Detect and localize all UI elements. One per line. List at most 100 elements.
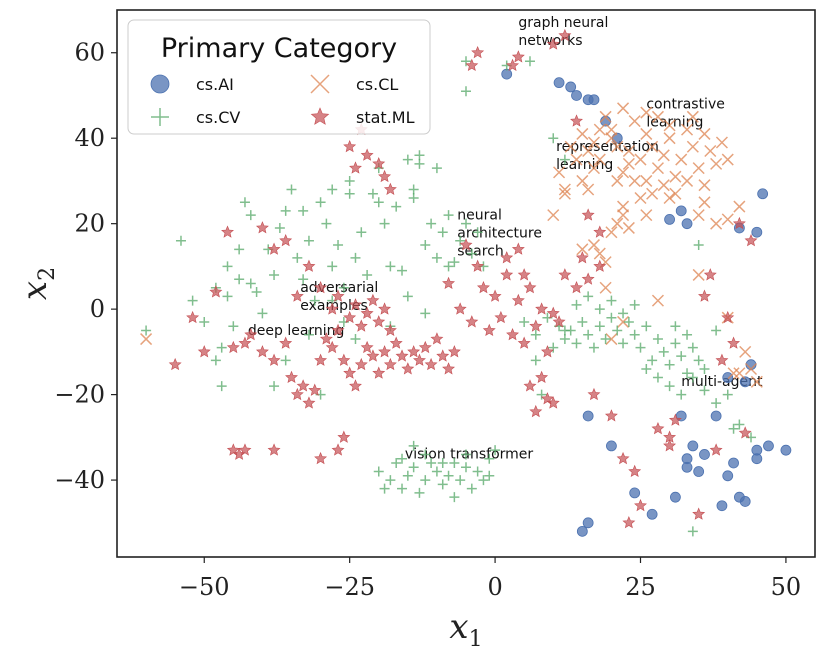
data-point (354, 357, 368, 371)
data-point (302, 396, 316, 409)
data-point (535, 302, 549, 315)
data-point (641, 363, 652, 374)
data-point (703, 268, 717, 281)
y-axis-label: x2 (15, 267, 60, 300)
data-point (372, 315, 386, 328)
data-point (461, 56, 471, 67)
data-point (575, 251, 589, 264)
data-point (337, 353, 351, 366)
data-point (733, 367, 746, 380)
legend-title: Primary Category (161, 33, 397, 64)
data-point (582, 517, 594, 529)
data-point (663, 119, 676, 132)
data-point (635, 342, 646, 353)
data-point (360, 306, 374, 319)
data-point (634, 498, 647, 512)
data-point (599, 110, 612, 123)
data-point (611, 140, 624, 153)
annotation-label: contrastive learning (646, 96, 725, 130)
data-point (175, 235, 186, 246)
data-point (739, 376, 751, 388)
data-point (570, 280, 583, 294)
data-point (309, 295, 320, 306)
data-point (732, 216, 746, 230)
data-point (455, 235, 466, 246)
data-point (606, 312, 617, 323)
legend-box (127, 19, 431, 135)
data-point (640, 106, 653, 119)
data-point (536, 389, 547, 400)
data-point (471, 45, 485, 59)
x-tick-label: −25 (324, 573, 375, 601)
data-point (651, 162, 664, 175)
data-point (466, 483, 477, 494)
data-point (251, 287, 262, 298)
data-point (530, 329, 541, 340)
data-point (408, 184, 419, 195)
data-point (245, 278, 256, 289)
data-point (269, 269, 280, 280)
data-point (576, 243, 589, 256)
data-point (576, 525, 588, 537)
data-point (640, 174, 653, 187)
data-point (588, 94, 600, 106)
data-point (168, 357, 182, 371)
data-point (628, 464, 642, 478)
data-point (600, 334, 611, 345)
data-point (698, 289, 711, 302)
data-point (414, 487, 425, 498)
data-point (408, 440, 419, 451)
data-point (461, 449, 471, 460)
data-point (606, 295, 617, 306)
data-point (303, 329, 314, 340)
data-point (397, 453, 408, 464)
data-point (378, 169, 392, 183)
data-point (366, 293, 380, 307)
data-point (216, 381, 227, 392)
data-point (228, 321, 239, 332)
data-point (356, 227, 367, 238)
data-point (570, 114, 583, 127)
data-point (244, 327, 258, 341)
data-point (558, 183, 571, 196)
data-point (587, 239, 600, 252)
data-point (431, 252, 442, 263)
data-point (722, 372, 734, 383)
data-point (628, 174, 641, 187)
data-point (675, 205, 687, 217)
data-point (629, 299, 640, 310)
data-point (583, 329, 594, 340)
data-point (418, 340, 432, 354)
data-point (716, 500, 728, 512)
annotation-label: neural architecture search (457, 207, 542, 259)
annotation-label: deep learning (248, 323, 345, 339)
data-point (647, 355, 658, 366)
data-point (763, 440, 774, 452)
data-point (699, 363, 710, 374)
series-cs-CV (141, 56, 757, 537)
data-point (722, 470, 734, 482)
data-point (314, 353, 328, 366)
legend-label: cs.CL (356, 75, 398, 94)
data-point (267, 242, 281, 255)
data-point (715, 353, 729, 366)
y-tick-label: 60 (74, 39, 105, 67)
data-point (331, 289, 345, 302)
data-point (383, 323, 397, 336)
plot-frame (116, 9, 816, 558)
data-point (559, 334, 570, 345)
legend-marker (151, 108, 169, 126)
legend-marker (310, 107, 330, 125)
data-point (548, 342, 559, 353)
data-point (583, 291, 594, 302)
data-point (523, 280, 537, 294)
data-point (141, 325, 152, 336)
data-point (605, 132, 618, 145)
data-point (652, 372, 663, 383)
data-point (319, 332, 333, 345)
data-point (611, 174, 624, 187)
data-point (482, 323, 496, 336)
data-point (676, 389, 687, 400)
data-point (546, 37, 560, 50)
data-point (623, 316, 634, 327)
